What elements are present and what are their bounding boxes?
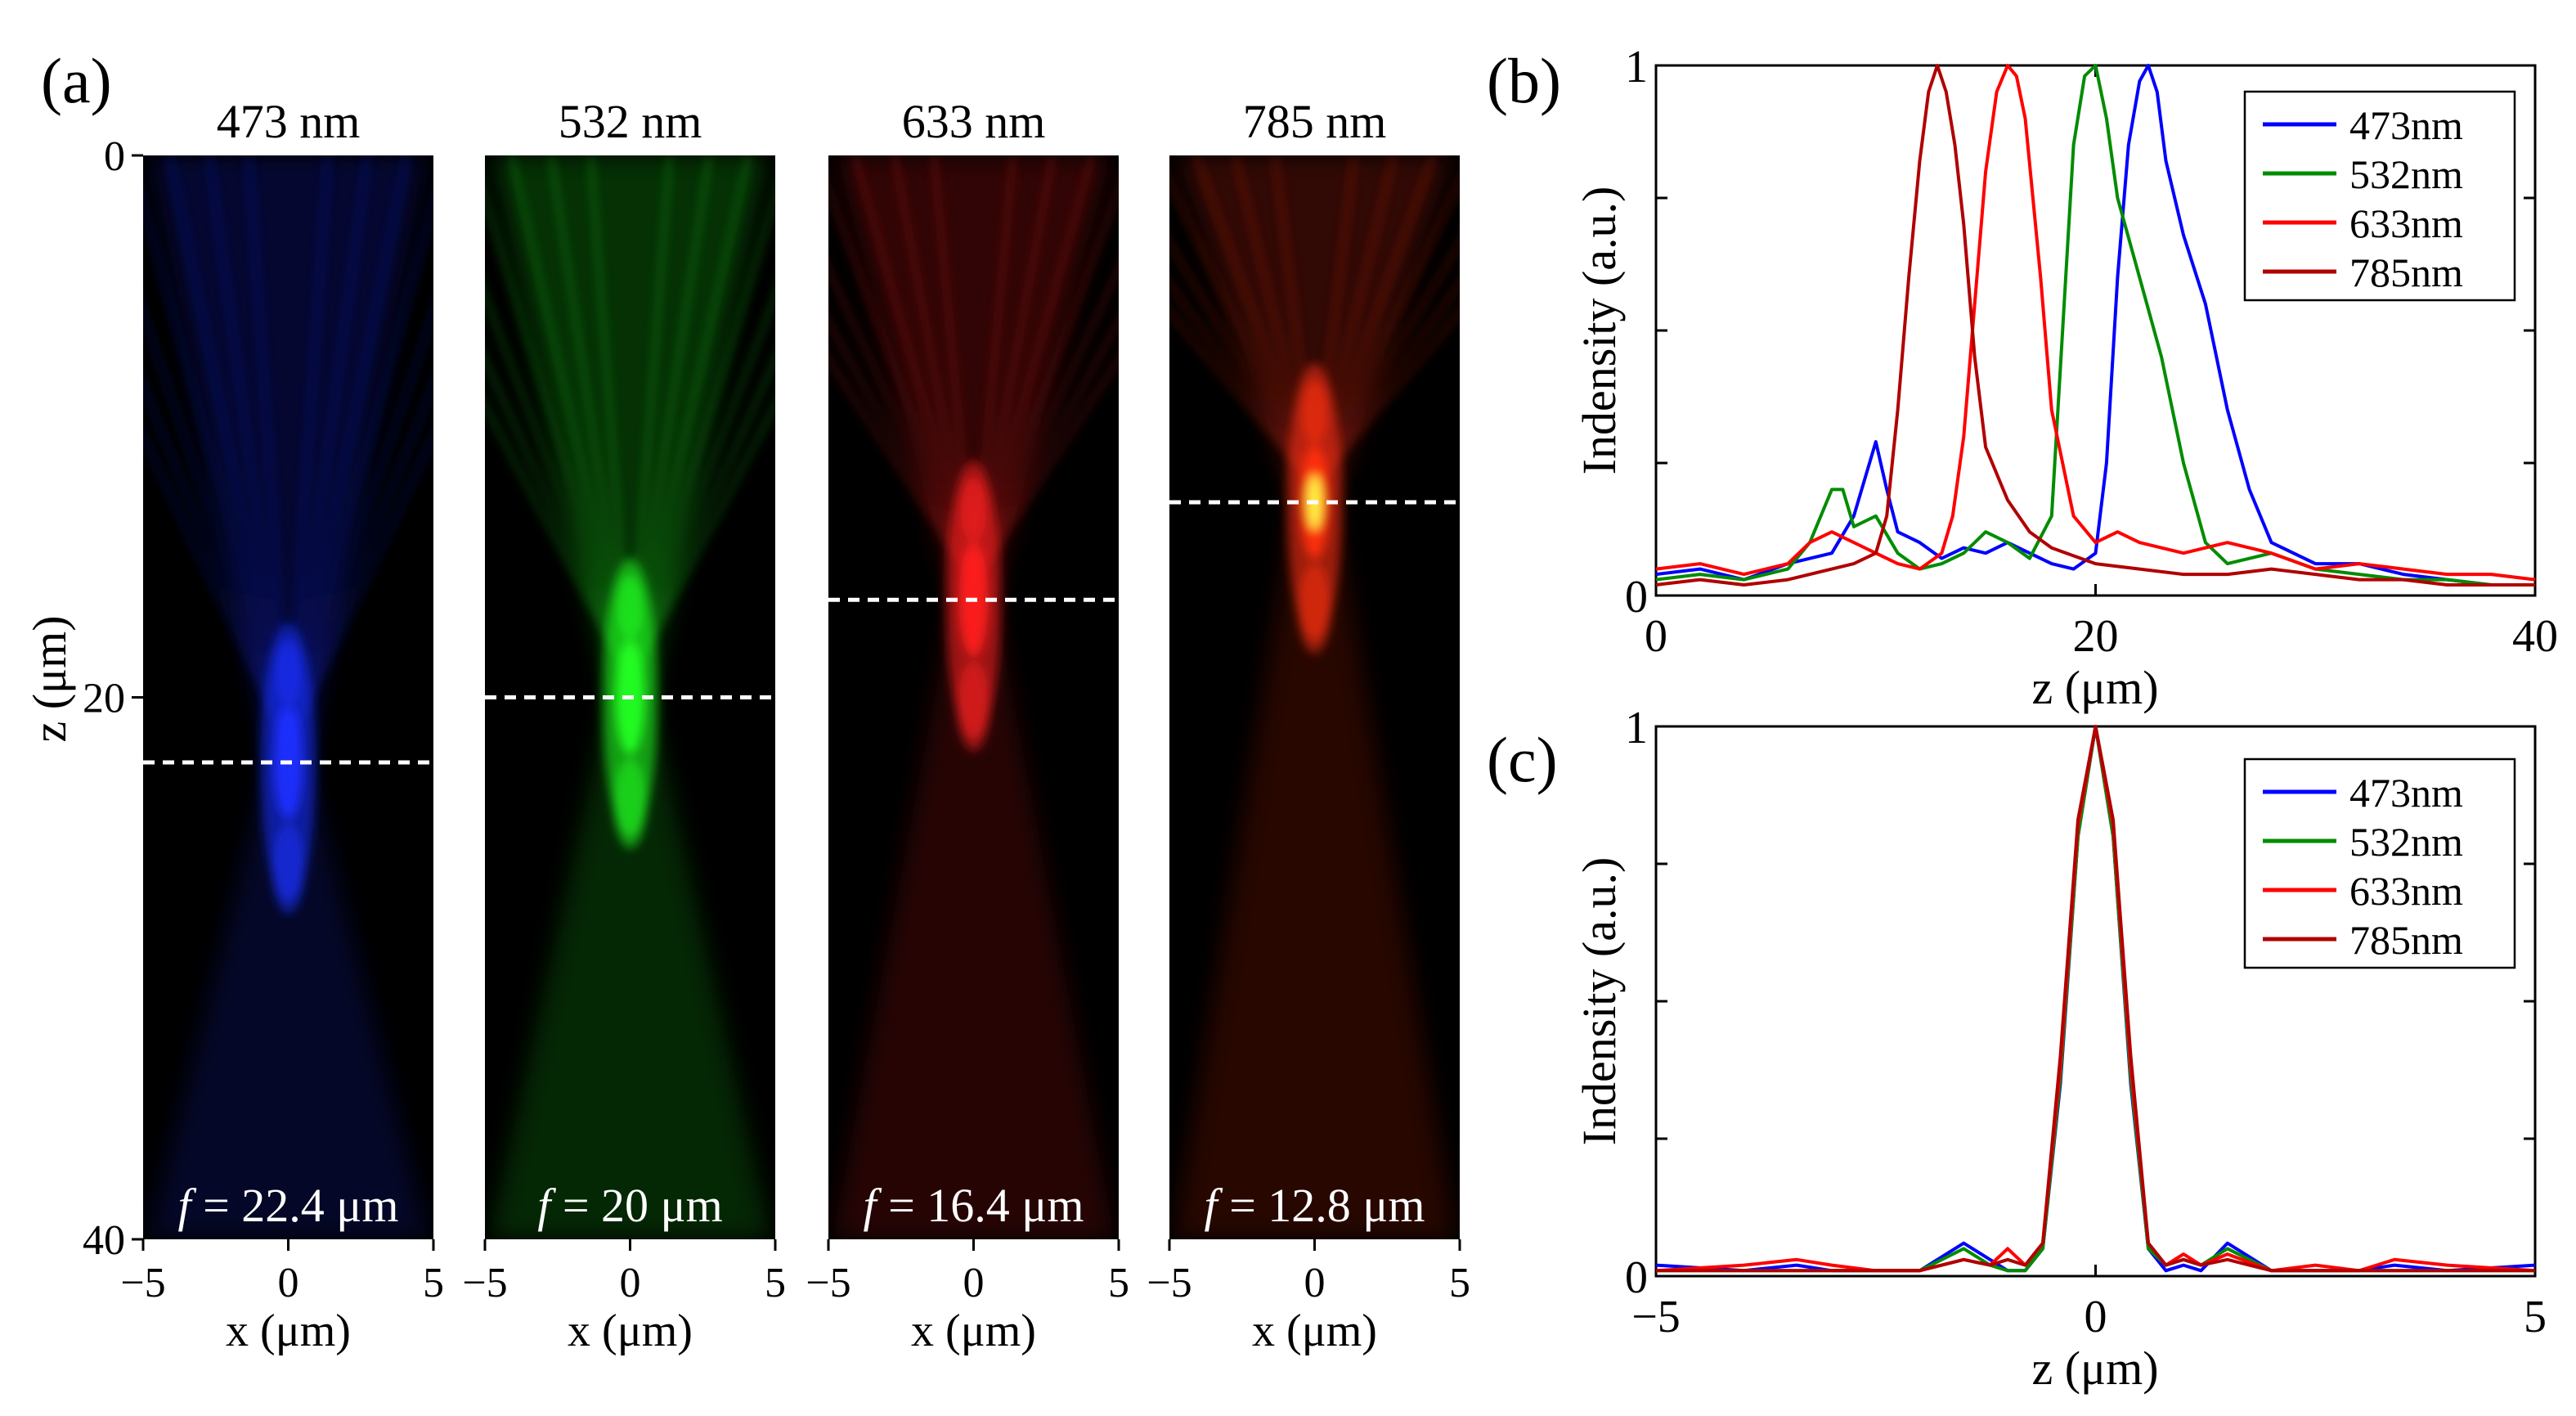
heatmap-xlabel: x (μm) xyxy=(568,1306,693,1356)
x-tick-label: 0 xyxy=(1304,1260,1326,1306)
heatmap-4: 785 nm f = 12.8 μm −5 0 5 x (μm) xyxy=(1147,95,1470,1356)
heatmap-title: 473 nm xyxy=(217,95,361,148)
x-tick-label: 5 xyxy=(1449,1260,1470,1306)
y-tick-label: 0 xyxy=(1625,572,1648,623)
legend-label: 785nm xyxy=(2349,917,2463,963)
focal-value: = 12.8 μm xyxy=(1218,1179,1425,1232)
focal-length-annotation: f = 22.4 μm xyxy=(177,1179,398,1232)
x-tick-label: 5 xyxy=(423,1260,444,1306)
x-tick-label: −5 xyxy=(1631,1292,1681,1342)
x-tick-label: −5 xyxy=(806,1260,850,1306)
panel-b-xlabel: z (μm) xyxy=(2031,661,2158,714)
series-line-633nm xyxy=(1655,64,2536,582)
focal-value: = 22.4 μm xyxy=(191,1179,399,1232)
legend-label: 532nm xyxy=(2349,819,2463,865)
series-line-785nm xyxy=(1655,64,2535,587)
y-tick-label: 20 xyxy=(83,676,125,722)
focal-value: = 16.4 μm xyxy=(877,1179,1084,1232)
heatmap-3: 633 nm f = 16.4 μm −5 0 5 x (μm) xyxy=(806,95,1129,1356)
heatmap-xlabel: x (μm) xyxy=(226,1306,351,1356)
heatmap-group: 473 nm f = 22.4 μm −5 0 5 x (μm) 532 nm f = 20 … xyxy=(120,95,1470,1356)
x-tick-label: 0 xyxy=(1645,611,1667,662)
panel-c-xlabel: z (μm) xyxy=(2031,1342,2158,1395)
y-tick-label: 0 xyxy=(104,133,125,180)
x-tick-label: −5 xyxy=(1147,1260,1192,1306)
legend-label: 473nm xyxy=(2349,102,2463,148)
heatmap-title: 785 nm xyxy=(1243,95,1387,148)
panel-b-series xyxy=(1655,64,2536,587)
legend-label: 633nm xyxy=(2349,868,2463,914)
panel-b-ylabel: Indensity (a.u.) xyxy=(1573,187,1626,475)
y-tick-label: 40 xyxy=(83,1217,125,1264)
x-tick-label: 0 xyxy=(963,1260,985,1306)
x-tick-label: 5 xyxy=(1108,1260,1129,1306)
x-tick-label: 5 xyxy=(765,1260,786,1306)
legend-label: 785nm xyxy=(2349,249,2463,295)
legend-label: 473nm xyxy=(2349,770,2463,816)
focal-length-annotation: f = 16.4 μm xyxy=(863,1179,1084,1232)
panel-label-a: (a) xyxy=(41,45,112,116)
panel-c-ticks: −5 0 501 xyxy=(1625,703,2547,1342)
heatmap-1: 473 nm f = 22.4 μm −5 0 5 x (μm) xyxy=(120,95,444,1356)
y-tick-label: 1 xyxy=(1625,42,1648,92)
x-tick-label: −5 xyxy=(120,1260,165,1306)
y-tick-label: 0 xyxy=(1625,1252,1648,1303)
x-tick-label: 0 xyxy=(620,1260,641,1306)
series-line-473nm xyxy=(1655,64,2535,587)
x-tick-label: 0 xyxy=(2085,1292,2107,1342)
legend-label: 633nm xyxy=(2349,200,2463,246)
series-line-785nm xyxy=(1656,725,2535,1273)
panel-c-ylabel: Indensity (a.u.) xyxy=(1573,857,1626,1146)
heatmap-title: 633 nm xyxy=(902,95,1046,148)
panel-label-b: (b) xyxy=(1487,45,1561,116)
x-tick-label: 0 xyxy=(278,1260,299,1306)
x-tick-label: 20 xyxy=(2073,611,2119,662)
panel-c-series xyxy=(1655,725,2536,1273)
focal-length-annotation: f = 20 μm xyxy=(537,1179,723,1232)
heatmap-xlabel: x (μm) xyxy=(911,1306,1036,1356)
panel-a-yticks: 0 20 40 xyxy=(83,133,143,1264)
heatmap-xlabel: x (μm) xyxy=(1252,1306,1377,1356)
x-tick-label: 40 xyxy=(2512,611,2558,662)
panel-a-ylabel: z (μm) xyxy=(23,615,76,742)
heatmap-title: 532 nm xyxy=(559,95,702,148)
heatmap-2: 532 nm f = 20 μm −5 0 5 x (μm) xyxy=(462,95,786,1356)
focal-length-annotation: f = 12.8 μm xyxy=(1204,1179,1425,1232)
x-tick-label: −5 xyxy=(462,1260,507,1306)
legend-label: 532nm xyxy=(2349,151,2463,197)
panel-a-heatmaps: 473 nm f = 22.4 μm −5 0 5 x (μm) 532 nm f = 20 … xyxy=(23,95,1470,1356)
focal-value: = 20 μm xyxy=(550,1179,722,1232)
y-tick-label: 1 xyxy=(1625,703,1648,753)
panel-label-c: (c) xyxy=(1487,724,1558,795)
x-tick-label: 5 xyxy=(2524,1292,2547,1342)
